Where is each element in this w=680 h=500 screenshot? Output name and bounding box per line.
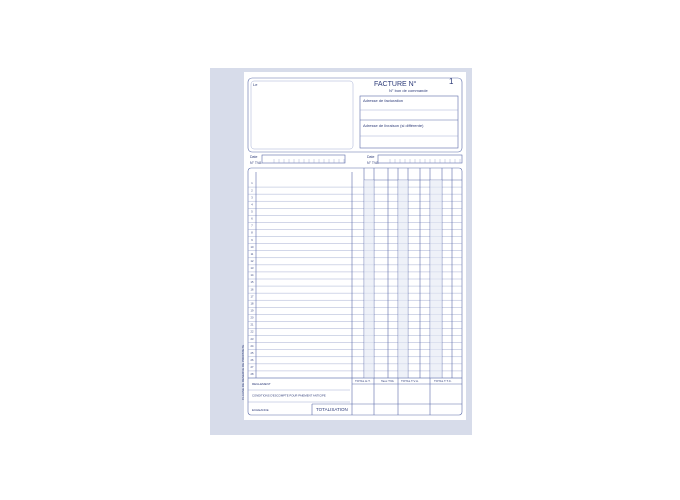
- vat-rate-label: Taux TVA: [381, 379, 394, 383]
- row-number: 21: [251, 323, 254, 327]
- items-table: [247, 167, 463, 416]
- row-number: 22: [251, 330, 254, 334]
- date-label: Date: [250, 155, 257, 159]
- row-number: 25: [251, 351, 254, 355]
- date-label: Date: [367, 155, 374, 159]
- row-number: 17: [251, 294, 254, 298]
- row-number: 3: [251, 195, 253, 199]
- row-number: 13: [251, 266, 254, 270]
- row-number: 5: [251, 210, 253, 214]
- row-number: 24: [251, 344, 254, 348]
- invoice-number: 1: [449, 77, 454, 86]
- side-note: CLAUSE DE RESERVE DE PROPRIETE: [241, 345, 245, 400]
- shaded-column: [430, 180, 442, 378]
- row-number: 10: [251, 245, 254, 249]
- row-number: 19: [251, 309, 254, 313]
- vat-label: N° TVA: [367, 161, 379, 165]
- row-number: 8: [251, 231, 253, 235]
- total-vat-label: TOTAL T.V.A.: [401, 379, 419, 383]
- payment-label: REGLEMENT: [252, 382, 271, 386]
- row-number: 28: [251, 372, 254, 376]
- row-number: 11: [251, 252, 254, 256]
- row-number: 12: [251, 259, 254, 263]
- billing-label: Adresse de facturation: [363, 98, 403, 103]
- row-number: 2: [251, 188, 253, 192]
- row-number: 7: [251, 224, 253, 228]
- row-number: 4: [251, 202, 253, 206]
- order-label: N° bon de commande: [389, 88, 429, 93]
- row-number: 20: [251, 316, 254, 320]
- row-number: 14: [251, 273, 254, 277]
- row-number: 9: [251, 238, 253, 242]
- totalisation-label: TOTALISATION: [316, 407, 348, 412]
- row-number: 18: [251, 301, 254, 305]
- row-number: 26: [251, 358, 254, 362]
- total-ttc-label: TOTAL T.T.C.: [434, 379, 452, 383]
- row-number: 15: [251, 280, 254, 284]
- shaded-column: [364, 180, 374, 378]
- due-label: ECHEANCE: [252, 408, 269, 412]
- row-number: 1: [251, 181, 253, 185]
- discount-label: CONDITIONS D'ESCOMPTE POUR PAIEMENT ANTI…: [252, 394, 326, 398]
- address-box: [250, 80, 354, 150]
- header-box: [247, 77, 463, 153]
- address-boxes: [359, 95, 459, 149]
- form-paper: [244, 72, 466, 420]
- delivery-label: Adresse de livraison (si différente): [363, 123, 424, 128]
- shaded-column: [398, 180, 408, 378]
- row-number: 23: [251, 337, 254, 341]
- invoice-title: FACTURE N°: [374, 80, 417, 88]
- vat-label: N° TVA: [250, 161, 262, 165]
- total-ht-label: TOTAL H.T.: [355, 379, 371, 383]
- date-prefix: Le: [253, 82, 258, 87]
- row-number: 27: [251, 365, 254, 369]
- meta-box: [261, 154, 346, 164]
- row-number: 16: [251, 287, 254, 291]
- row-number: 6: [251, 217, 253, 221]
